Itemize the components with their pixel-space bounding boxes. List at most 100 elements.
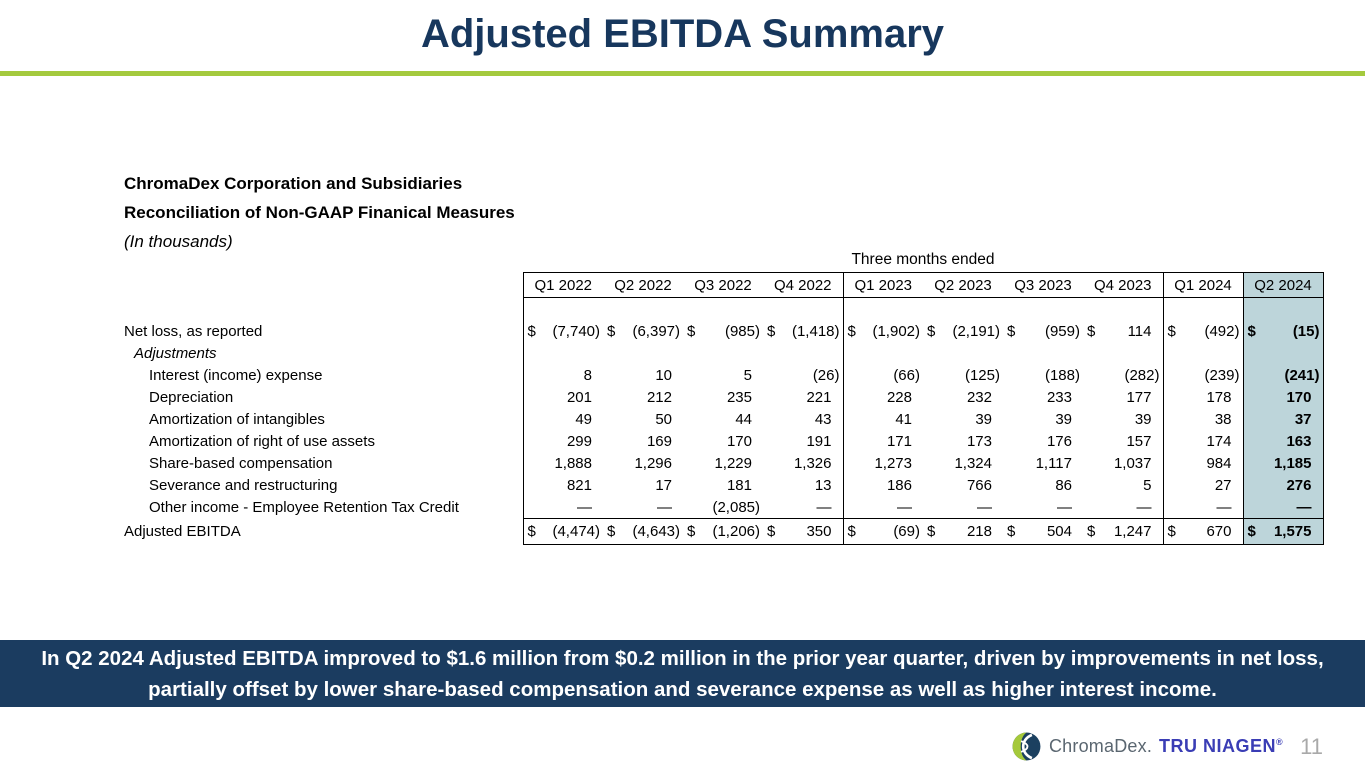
cell-value: 821: [566, 476, 592, 494]
table-row: Depreciation 201 212 235 221 228 232 233 177 178 1…: [124, 386, 1324, 408]
cell-value: 41: [895, 410, 912, 428]
row-label: Net loss, as reported: [124, 322, 263, 340]
cell-value: (26): [812, 366, 840, 384]
table-cell: [522, 297, 603, 320]
cell-value: 221: [806, 388, 832, 406]
dollar-sign: $: [847, 523, 856, 540]
table-cell: [1083, 342, 1163, 364]
cell-value: (492): [1204, 322, 1240, 340]
cell-value: 50: [655, 410, 672, 428]
cell-value: 181: [726, 476, 752, 494]
table-cell: $ (1,418): [763, 320, 843, 342]
table-row: Amortization of right of use assets 299 16…: [124, 430, 1324, 452]
dollar-sign: $: [687, 322, 696, 340]
cell-value: 191: [806, 432, 832, 450]
cell-value: —: [1057, 498, 1072, 516]
table-cell: [683, 298, 763, 321]
table-row: Amortization of intangibles 49 50 44 43 41 39 3…: [124, 408, 1324, 430]
table-cell: $ (959): [1003, 320, 1083, 342]
table-cell: 1,324: [923, 452, 1003, 474]
dollar-sign: $: [927, 523, 936, 540]
dollar-sign: $: [1167, 322, 1176, 340]
cell-value: 163: [1286, 432, 1312, 450]
table-cell: $ (69): [842, 518, 923, 545]
table-cell: 157: [1083, 430, 1163, 452]
table-cell: 5: [1083, 474, 1163, 496]
table-cell: $ (4,643): [603, 518, 683, 545]
table-cell: —: [603, 496, 683, 519]
table-cell: 27: [1162, 474, 1243, 496]
table-cell: 186: [842, 474, 923, 496]
cell-value: 177: [1126, 388, 1152, 406]
table-cell: [923, 298, 1003, 321]
table-cell: 39: [1083, 408, 1163, 430]
table-cell: $ (1,902): [842, 320, 923, 342]
table-cell: $1,575: [1242, 518, 1324, 545]
table-cell: 43: [763, 408, 843, 430]
table-cell: (26): [763, 364, 843, 386]
cell-value: (7,740): [552, 322, 600, 340]
table-cell: 13: [763, 474, 843, 496]
cell-value: —: [897, 498, 912, 516]
row-label-header: [124, 273, 523, 298]
column-header: Q1 2024: [1162, 272, 1243, 298]
table-cell: [1003, 298, 1083, 321]
table-cell: 276: [1242, 474, 1324, 496]
column-header: Q3 2023: [1003, 272, 1083, 298]
dollar-sign: $: [527, 523, 536, 540]
cell-value: 1,273: [874, 454, 912, 472]
column-header: Q4 2023: [1083, 272, 1163, 298]
table-cell: 233: [1003, 386, 1083, 408]
spacer-row: [124, 297, 1324, 321]
row-label: Amortization of intangibles: [149, 410, 325, 428]
table-cell: (282): [1083, 364, 1163, 386]
table-cell: (188): [1003, 364, 1083, 386]
table-body: Net loss, as reported $ (7,740) $ (6,397) $ (9…: [124, 297, 1324, 545]
table-cell: —: [1003, 496, 1083, 519]
cell-value: 27: [1214, 476, 1232, 494]
column-header: Q2 2024: [1242, 272, 1324, 298]
cell-value: (1,902): [872, 322, 920, 340]
cell-value: 232: [966, 388, 992, 406]
table-cell: 171: [842, 430, 923, 452]
table-cell: 37: [1242, 408, 1324, 430]
cell-value: 38: [1214, 410, 1232, 428]
table-span-header: Three months ended: [851, 251, 995, 268]
table-cell: [1003, 342, 1083, 364]
cell-value: 39: [975, 410, 992, 428]
cell-value: 13: [814, 476, 832, 494]
dollar-sign: $: [1247, 523, 1256, 540]
cell-value: 186: [886, 476, 912, 494]
table-cell: —: [522, 496, 603, 519]
table-cell: 1,117: [1003, 452, 1083, 474]
row-label: Adjustments: [134, 344, 217, 362]
table-cell: 173: [923, 430, 1003, 452]
table-cell: 170: [1242, 386, 1324, 408]
table-cell: —: [1242, 496, 1324, 519]
cell-value: 1,326: [793, 454, 832, 472]
dollar-sign: $: [767, 523, 776, 540]
cell-value: 201: [566, 388, 592, 406]
table-cell: 821: [522, 474, 603, 496]
row-label: Amortization of right of use assets: [149, 432, 375, 450]
table-cell: $ (2,191): [923, 320, 1003, 342]
cell-value: 1,575: [1273, 523, 1312, 540]
table-cell: 1,273: [842, 452, 923, 474]
units-note: (In thousands): [124, 232, 233, 251]
column-header: Q1 2022: [522, 272, 603, 298]
cell-value: (6,397): [632, 322, 680, 340]
table-cell: 169: [603, 430, 683, 452]
cell-value: (2,191): [952, 322, 1000, 340]
table-cell: [603, 298, 683, 321]
table-cell: —: [763, 496, 843, 519]
cell-value: (239): [1204, 366, 1240, 384]
cell-value: 670: [1206, 523, 1232, 540]
cell-value: 1,888: [554, 454, 592, 472]
row-label: Other income - Employee Retention Tax Cr…: [149, 498, 459, 516]
cell-value: 1,037: [1113, 454, 1152, 472]
dollar-sign: $: [607, 523, 616, 540]
reconciliation-table: Q1 2022 Q2 2022 Q3 2022 Q4 2022 Q1 2023 Q2 20…: [124, 272, 1324, 545]
table-cell: 766: [923, 474, 1003, 496]
table-cell: 191: [763, 430, 843, 452]
